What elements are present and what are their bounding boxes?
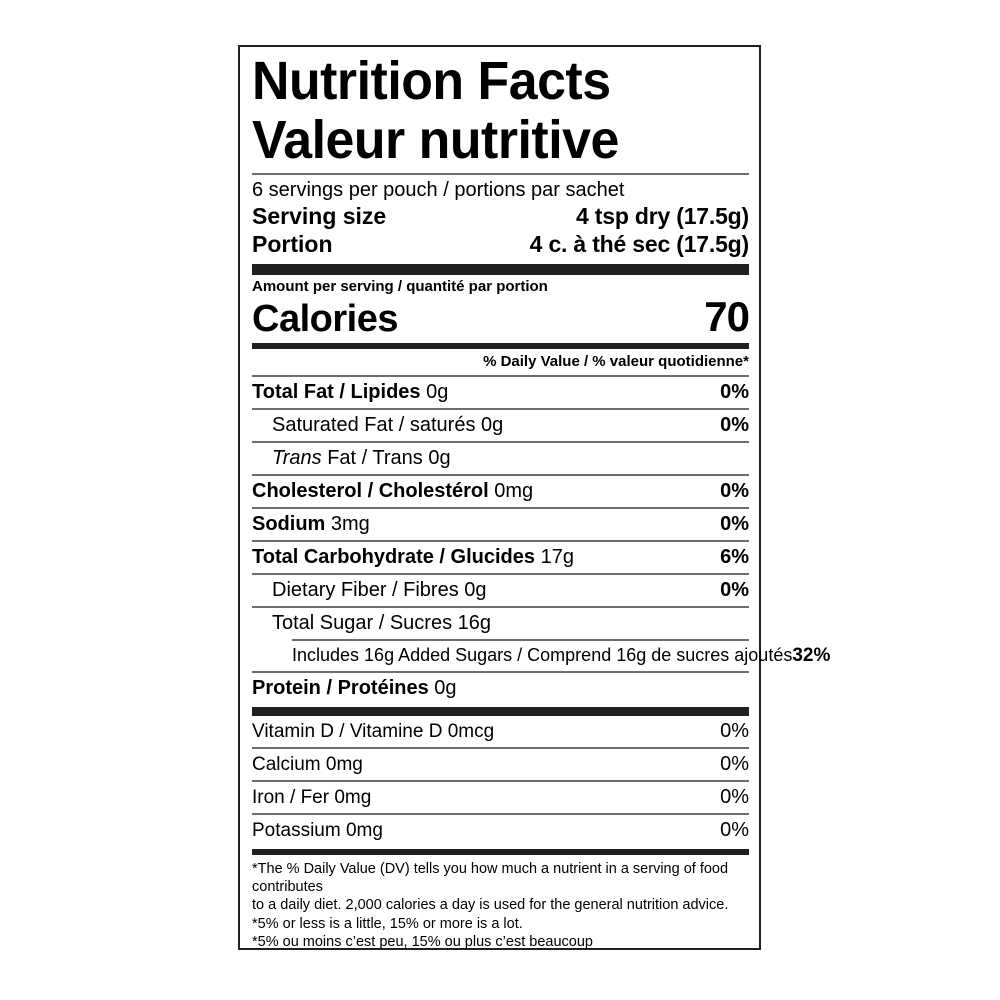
calories-label: Calories [252, 297, 398, 340]
nutrient-row: Cholesterol / Cholestérol 0mg 0% [240, 476, 759, 507]
nutrient-name: Dietary Fiber / Fibres 0g [272, 578, 487, 601]
nutrient-name: Protein / Protéines 0g [252, 676, 457, 699]
nutrient-row: Sodium 3mg 0% [240, 509, 759, 540]
divider-thick-calories [252, 263, 749, 275]
divider-micronutrient-row [252, 779, 749, 782]
divider-nutrient-row [252, 407, 749, 410]
serving-size-row-fr: Portion 4 c. à thé sec (17.5g) [240, 230, 759, 258]
nutrition-facts-label: Nutrition Facts Valeur nutritive 6 servi… [238, 45, 830, 951]
nutrient-row: Saturated Fat / saturés 0g 0% [240, 410, 759, 441]
micronutrient-row: Iron / Fer 0mg 0% [240, 782, 759, 813]
footnote-line-4: *5% ou moins c’est peu, 15% ou plus c’es… [252, 933, 593, 950]
nutrient-row: Total Carbohydrate / Glucides 17g 6% [240, 542, 759, 573]
micronutrient-rows: Vitamin D / Vitamine D 0mcg 0% Calcium 0mg… [240, 716, 759, 846]
divider-nutrient-row [252, 605, 749, 608]
nutrient-rows: Total Fat / Lipides 0g 0% Saturated Fat / … [240, 374, 830, 704]
micronutrient-row: Vitamin D / Vitamine D 0mcg 0% [240, 716, 759, 747]
serving-size-row-en: Serving size 4 tsp dry (17.5g) [240, 202, 759, 230]
divider-thick-dv [252, 342, 749, 349]
divider-micronutrient-row [252, 812, 749, 815]
nutrient-name: Total Carbohydrate / Glucides 17g [252, 545, 574, 568]
daily-value-footnote: *The % Daily Value (DV) tells you how mu… [240, 855, 759, 951]
nutrient-name: Total Fat / Lipides 0g [252, 380, 449, 403]
divider-nutrient-row [252, 374, 749, 377]
nutrient-daily-value: 0% [720, 578, 749, 601]
nutrient-daily-value: 32% [792, 644, 831, 666]
page-title: Nutrition Facts [252, 51, 611, 111]
nutrient-daily-value: 0% [720, 413, 749, 436]
divider-nutrient-row [252, 440, 749, 443]
nutrient-name: Total Sugar / Sucres 16g [272, 611, 492, 634]
divider-nutrient-row [252, 670, 749, 673]
divider-nutrient-row [252, 539, 749, 542]
nutrient-daily-value: 0% [720, 479, 749, 502]
micronutrient-daily-value: 0% [720, 752, 749, 775]
label-title-block: Nutrition Facts Valeur nutritive [240, 47, 759, 167]
divider-micronutrient-row [252, 746, 749, 749]
nutrient-row: Total Sugar / Sucres 16g [240, 608, 759, 639]
micronutrient-name: Vitamin D / Vitamine D 0mcg [252, 720, 495, 742]
nutrient-daily-value: 0% [720, 512, 749, 535]
micronutrient-name: Iron / Fer 0mg [252, 786, 372, 808]
calories-value: 70 [704, 292, 750, 340]
serving-size-label-en: Serving size [252, 202, 387, 229]
calories-row: Calories 70 [240, 292, 759, 340]
divider-nutrient-row [252, 572, 749, 575]
micronutrient-daily-value: 0% [720, 719, 749, 742]
amount-per-serving-label: Amount per serving / quantité par portio… [252, 277, 548, 295]
divider-nutrient-row [252, 506, 749, 509]
nutrient-daily-value: 0% [720, 380, 749, 403]
micronutrient-daily-value: 0% [720, 818, 749, 841]
divider-thick-micronutrients [252, 706, 749, 716]
serving-size-label-fr: Portion [252, 230, 333, 257]
divider-nutrient-row [252, 473, 749, 476]
page-title-french: Valeur nutritive [252, 109, 619, 170]
divider-nutrient-row [292, 638, 749, 641]
daily-value-header: % Daily Value / % valeur quotidienne* [483, 352, 749, 370]
nutrient-name: Includes 16g Added Sugars / Comprend 16g… [292, 644, 793, 665]
nutrient-row: Protein / Protéines 0g [240, 673, 759, 704]
nutrient-name: Trans Fat / Trans 0g [272, 446, 451, 469]
footnote-line-1: *The % Daily Value (DV) tells you how mu… [252, 860, 729, 895]
nutrient-row: Dietary Fiber / Fibres 0g 0% [240, 575, 759, 606]
nutrient-name: Sodium 3mg [252, 512, 370, 535]
serving-size-value-en: 4 tsp dry (17.5g) [576, 202, 749, 229]
nutrient-row: Trans Fat / Trans 0g [240, 443, 759, 474]
nutrient-row: Includes 16g Added Sugars / Comprend 16g… [240, 641, 830, 671]
micronutrient-row: Potassium 0mg 0% [240, 815, 759, 846]
micronutrient-row: Calcium 0mg 0% [240, 749, 759, 780]
micronutrient-name: Calcium 0mg [252, 753, 363, 775]
micronutrient-daily-value: 0% [720, 785, 749, 808]
divider-thick-footnote [252, 848, 749, 855]
servings-per-container: 6 servings per pouch / portions par sach… [252, 178, 625, 201]
nutrient-name: Saturated Fat / saturés 0g [272, 413, 504, 436]
footnote-line-2: to a daily diet. 2,000 calories a day is… [252, 897, 729, 914]
nutrient-row: Total Fat / Lipides 0g 0% [240, 377, 759, 408]
footnote-line-3: *5% or less is a little, 15% or more is … [252, 915, 523, 932]
nutrient-daily-value: 6% [720, 545, 749, 568]
serving-size-value-fr: 4 c. à thé sec (17.5g) [529, 230, 750, 257]
divider-title [252, 172, 749, 175]
micronutrient-name: Potassium 0mg [252, 819, 383, 841]
nutrient-name: Cholesterol / Cholestérol 0mg [252, 479, 534, 502]
